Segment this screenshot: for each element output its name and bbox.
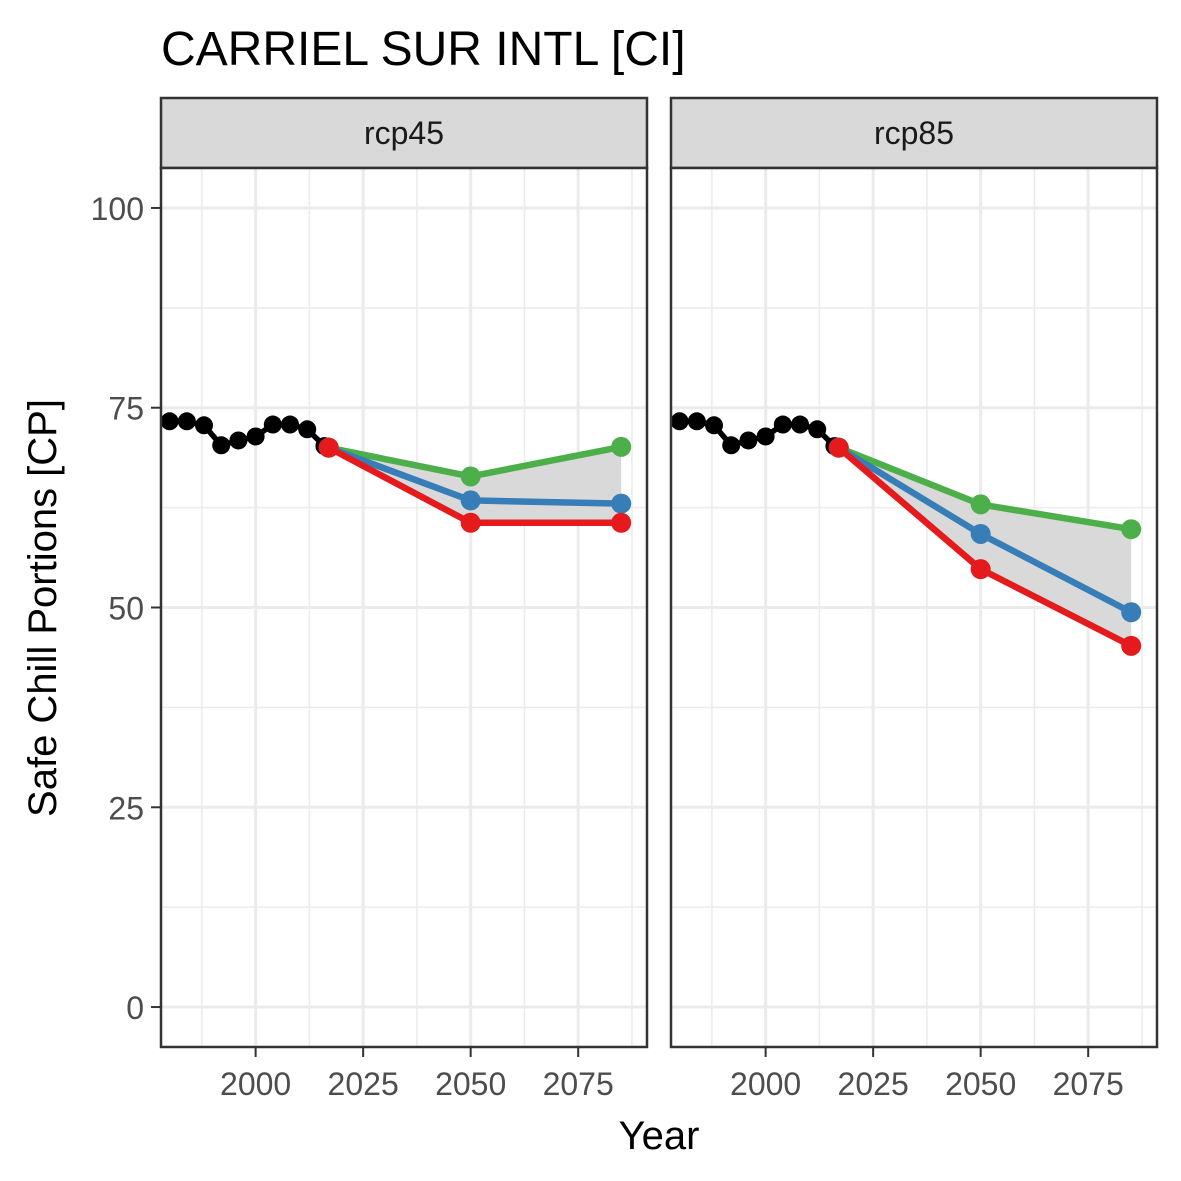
scenario-point-mid: [460, 490, 481, 511]
scenario-point-mid: [970, 523, 991, 544]
scenario-point-high: [1121, 519, 1142, 540]
historic-point: [791, 415, 810, 434]
historic-point: [756, 427, 775, 446]
facet-strip-label: rcp45: [364, 115, 444, 151]
scenario-point-low: [460, 512, 481, 533]
x-tick-label: 2025: [328, 1066, 399, 1102]
x-tick-label: 2025: [838, 1066, 909, 1102]
historic-point: [739, 431, 758, 450]
historic-point: [705, 416, 724, 435]
historic-point: [195, 416, 214, 435]
scenario-point-low: [318, 437, 339, 458]
x-axis-title: Year: [619, 1114, 700, 1158]
historic-point: [160, 412, 179, 431]
panel-border: [669, 166, 1159, 1049]
scenario-point-high: [970, 494, 991, 515]
y-tick-label: 100: [91, 191, 144, 227]
y-axis: 0 25 50 75 100: [91, 191, 161, 1026]
historic-point: [229, 431, 248, 450]
facet-strip: [669, 96, 1159, 170]
scenario-point-low: [1121, 635, 1142, 656]
x-axis-rcp45: 2000 2025 2050 2075: [220, 1047, 614, 1102]
y-tick-label: 0: [126, 990, 144, 1026]
historic-point: [177, 412, 196, 431]
y-axis-title: Safe Chill Portions [CP]: [21, 399, 65, 817]
historic-point: [263, 415, 282, 434]
scenario-point-mid: [611, 493, 632, 514]
x-tick-label: 2050: [435, 1066, 506, 1102]
historic-point: [212, 436, 231, 455]
x-axes: 2000 2025 2050 2075 2000 2025 2050 2075: [220, 1047, 1124, 1102]
historic-point: [687, 412, 706, 431]
facet-panel-rcp85: rcp85: [669, 96, 1159, 1049]
historic-point: [246, 427, 265, 446]
facet-panel-rcp45: rcp45: [159, 96, 649, 1049]
facet-strip-label: rcp85: [874, 115, 954, 151]
historic-point: [298, 420, 317, 439]
x-tick-label: 2075: [543, 1066, 614, 1102]
facet-strip: [159, 96, 649, 170]
y-tick-label: 25: [108, 790, 144, 826]
y-tick-label: 50: [108, 591, 144, 627]
scenario-point-high: [611, 436, 632, 457]
scenario-point-low: [970, 559, 991, 580]
historic-point: [281, 415, 300, 434]
x-tick-label: 2000: [220, 1066, 291, 1102]
facet-panels: rcp45 rcp85: [159, 96, 1159, 1049]
historic-point: [670, 412, 689, 431]
scenario-range-ribbon: [838, 447, 1132, 646]
scenario-point-mid: [1121, 602, 1142, 623]
historic-point: [773, 415, 792, 434]
historic-point: [722, 436, 741, 455]
x-axis-rcp85: 2000 2025 2050 2075: [730, 1047, 1124, 1102]
scenario-point-low: [828, 437, 849, 458]
scenario-point-high: [460, 466, 481, 487]
x-tick-label: 2050: [945, 1066, 1016, 1102]
x-tick-label: 2075: [1053, 1066, 1124, 1102]
chart-title: CARRIEL SUR INTL [CI]: [161, 23, 686, 76]
scenario-point-low: [611, 512, 632, 533]
historic-point: [808, 420, 827, 439]
panel-border: [159, 166, 649, 1049]
y-tick-label: 75: [108, 391, 144, 427]
x-tick-label: 2000: [730, 1066, 801, 1102]
